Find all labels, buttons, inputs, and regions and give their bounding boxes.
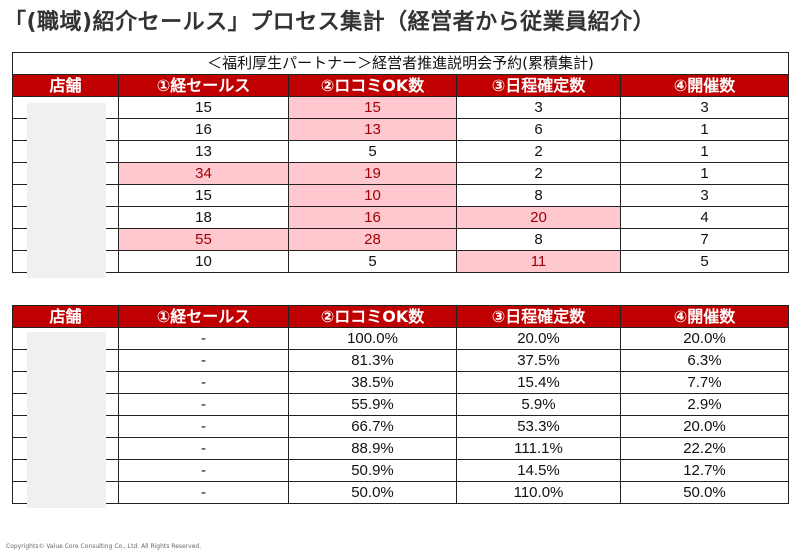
value-cell: - <box>118 393 289 416</box>
table-row: 34 19 2 1 <box>12 162 790 185</box>
value-cell: 14.5% <box>456 459 621 482</box>
value-cell: 15.4% <box>456 371 621 394</box>
value-cell: 3 <box>619 96 790 119</box>
value-cell: 5 <box>619 250 790 273</box>
value-cell: 5 <box>288 250 457 273</box>
column-header: ②ロコミOK数 <box>288 74 457 97</box>
table-row: -55.9% 5.9% 2.9% <box>12 393 789 416</box>
value-cell: 12.7% <box>620 459 789 482</box>
table-row: -50.0% 110.0% 50.0% <box>12 481 789 504</box>
column-header: 店舗 <box>12 74 119 97</box>
table-row: 13 5 2 1 <box>12 140 790 163</box>
page-title: 「(職域)紹介セールス」プロセス集計（経営者から従業員紹介） <box>4 10 656 35</box>
value-cell: 20.0% <box>456 327 621 350</box>
table-row: 18 16 20 4 <box>12 206 790 229</box>
value-cell: 3 <box>619 184 790 207</box>
value-cell: 50.0% <box>620 481 789 504</box>
table-row: 16 13 6 1 <box>12 118 790 141</box>
redacted-store-names <box>27 103 106 278</box>
table-row: -50.9% 14.5% 12.7% <box>12 459 789 482</box>
value-cell: 1 <box>619 140 790 163</box>
column-header: ③日程確定数 <box>456 305 621 328</box>
value-cell: 18 <box>118 206 289 229</box>
column-header: ①経セールス <box>118 305 289 328</box>
value-cell: 111.1% <box>456 437 621 460</box>
table-row: -81.3% 37.5% 6.3% <box>12 349 789 372</box>
value-cell: 16 <box>288 206 457 229</box>
value-cell: 2 <box>456 140 621 163</box>
value-cell: - <box>118 371 289 394</box>
value-cell: - <box>118 437 289 460</box>
value-cell: 34 <box>118 162 289 185</box>
value-cell: 3 <box>456 96 621 119</box>
column-header: ①経セールス <box>118 74 289 97</box>
value-cell: 2.9% <box>620 393 789 416</box>
value-cell: 50.9% <box>288 459 457 482</box>
table-row: 55 28 8 7 <box>12 228 790 251</box>
value-cell: 81.3% <box>288 349 457 372</box>
value-cell: 5 <box>288 140 457 163</box>
value-cell: 13 <box>288 118 457 141</box>
table-row: 15 15 3 3 <box>12 96 790 119</box>
value-cell: 4 <box>619 206 790 229</box>
conversion-rate-table: 店舗 ①経セールス ②ロコミOK数 ③日程確定数 ④開催数 -100.0% 20.0% 20… <box>12 305 789 504</box>
value-cell: 15 <box>118 184 289 207</box>
table-row: -66.7% 53.3% 20.0% <box>12 415 789 438</box>
table-row: -38.5% 15.4% 7.7% <box>12 371 789 394</box>
value-cell: 55 <box>118 228 289 251</box>
table-caption: ＜福利厚生パートナー＞経営者推進説明会予約(累積集計) <box>11 52 790 75</box>
reservation-count-table: ＜福利厚生パートナー＞経営者推進説明会予約(累積集計) 店舗 ①経セールス ②ロコミ… <box>11 52 790 273</box>
value-cell: 20.0% <box>620 327 789 350</box>
value-cell: 1 <box>619 118 790 141</box>
table-row: 10 5 11 5 <box>12 250 790 273</box>
value-cell: 8 <box>456 184 621 207</box>
value-cell: 22.2% <box>620 437 789 460</box>
value-cell: 10 <box>288 184 457 207</box>
column-header: ②ロコミOK数 <box>288 305 457 328</box>
value-cell: 1 <box>619 162 790 185</box>
column-header: ④開催数 <box>619 74 790 97</box>
column-header: ④開催数 <box>620 305 789 328</box>
value-cell: 7 <box>619 228 790 251</box>
value-cell: - <box>118 481 289 504</box>
value-cell: 53.3% <box>456 415 621 438</box>
value-cell: 15 <box>118 96 289 119</box>
value-cell: 5.9% <box>456 393 621 416</box>
value-cell: 110.0% <box>456 481 621 504</box>
value-cell: 20 <box>456 206 621 229</box>
value-cell: 16 <box>118 118 289 141</box>
table-row: -88.9% 111.1% 22.2% <box>12 437 789 460</box>
value-cell: 20.0% <box>620 415 789 438</box>
value-cell: 15 <box>288 96 457 119</box>
value-cell: 88.9% <box>288 437 457 460</box>
value-cell: 38.5% <box>288 371 457 394</box>
value-cell: - <box>118 327 289 350</box>
value-cell: 66.7% <box>288 415 457 438</box>
value-cell: 6.3% <box>620 349 789 372</box>
value-cell: 8 <box>456 228 621 251</box>
column-header: ③日程確定数 <box>456 74 621 97</box>
value-cell: - <box>118 459 289 482</box>
table-row: -100.0% 20.0% 20.0% <box>12 327 789 350</box>
value-cell: 55.9% <box>288 393 457 416</box>
value-cell: - <box>118 415 289 438</box>
redacted-store-names <box>27 332 106 508</box>
value-cell: 37.5% <box>456 349 621 372</box>
table-row: 15 10 8 3 <box>12 184 790 207</box>
column-header: 店舗 <box>12 305 119 328</box>
value-cell: - <box>118 349 289 372</box>
copyright: Copyrights© Value Core Consulting Co., L… <box>6 543 202 550</box>
value-cell: 100.0% <box>288 327 457 350</box>
value-cell: 10 <box>118 250 289 273</box>
value-cell: 7.7% <box>620 371 789 394</box>
value-cell: 6 <box>456 118 621 141</box>
value-cell: 11 <box>456 250 621 273</box>
value-cell: 13 <box>118 140 289 163</box>
value-cell: 2 <box>456 162 621 185</box>
value-cell: 28 <box>288 228 457 251</box>
value-cell: 19 <box>288 162 457 185</box>
value-cell: 50.0% <box>288 481 457 504</box>
